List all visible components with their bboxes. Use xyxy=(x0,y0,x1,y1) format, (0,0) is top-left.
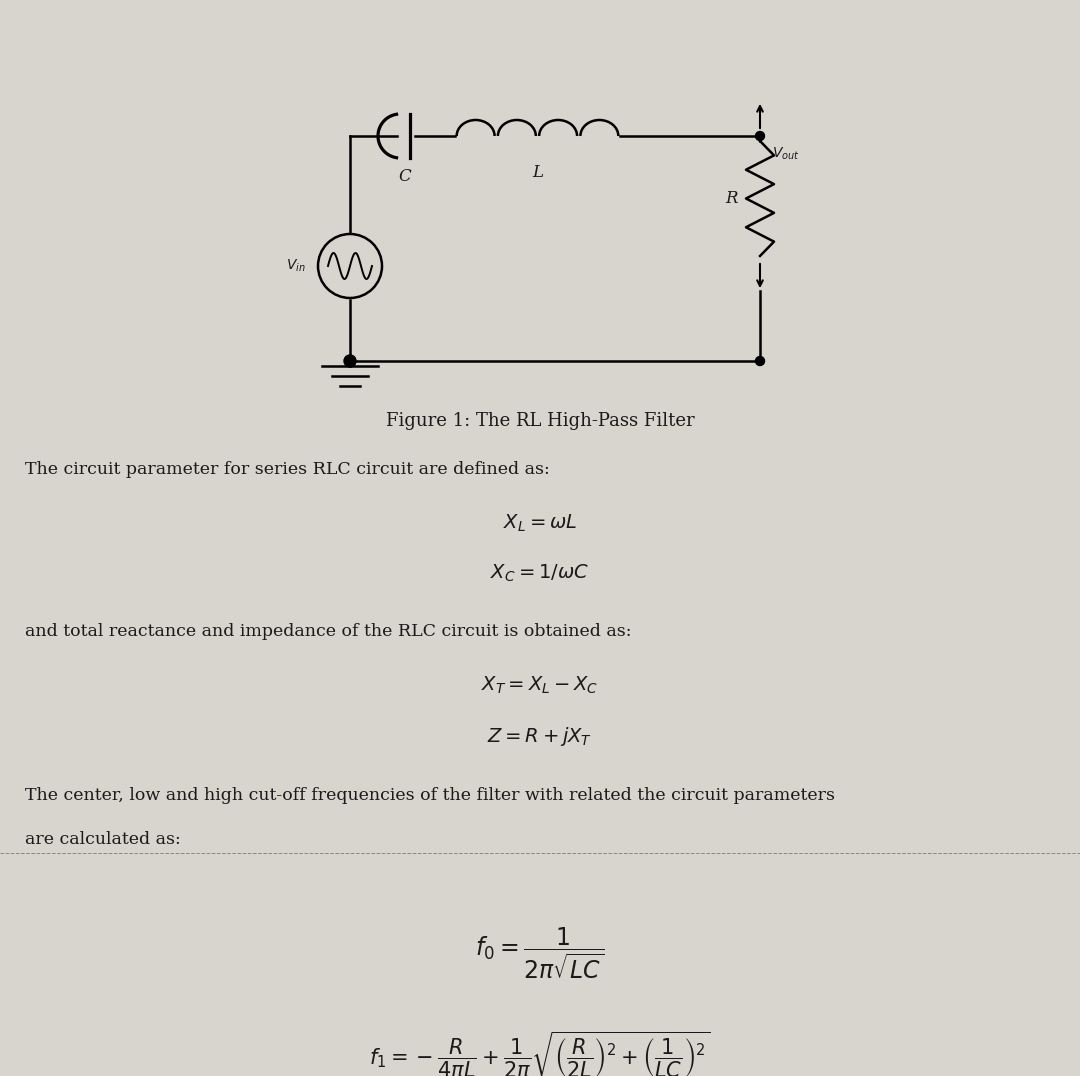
Text: The center, low and high cut-off frequencies of the filter with related the circ: The center, low and high cut-off frequen… xyxy=(25,787,835,804)
Text: $X_T = X_L - X_C$: $X_T = X_L - X_C$ xyxy=(482,675,598,696)
Text: $X_L=\omega L$: $X_L=\omega L$ xyxy=(503,513,577,535)
Circle shape xyxy=(345,355,356,367)
Text: Figure 1: The RL High-Pass Filter: Figure 1: The RL High-Pass Filter xyxy=(386,412,694,430)
Circle shape xyxy=(756,131,765,141)
Text: L: L xyxy=(532,164,543,181)
Text: $X_C=1/\omega C$: $X_C=1/\omega C$ xyxy=(490,563,590,584)
Text: $V_{out}$: $V_{out}$ xyxy=(772,146,799,162)
Text: $Z = R + jX_T$: $Z = R + jX_T$ xyxy=(487,725,593,748)
Text: and total reactance and impedance of the RLC circuit is obtained as:: and total reactance and impedance of the… xyxy=(25,623,632,640)
Text: $f_0=\dfrac{1}{2\pi\sqrt{LC}}$: $f_0=\dfrac{1}{2\pi\sqrt{LC}}$ xyxy=(475,925,605,981)
Text: $f_1=-\dfrac{R}{4\pi L}+\dfrac{1}{2\pi}\sqrt{\left(\dfrac{R}{2L}\right)^2+\left(: $f_1=-\dfrac{R}{4\pi L}+\dfrac{1}{2\pi}\… xyxy=(369,1030,711,1076)
Text: R: R xyxy=(726,190,738,207)
Circle shape xyxy=(756,356,765,366)
Text: The circuit parameter for series RLC circuit are defined as:: The circuit parameter for series RLC cir… xyxy=(25,461,550,478)
Text: $V_{in}$: $V_{in}$ xyxy=(286,258,306,274)
Text: are calculated as:: are calculated as: xyxy=(25,831,180,848)
Text: C: C xyxy=(399,168,411,185)
